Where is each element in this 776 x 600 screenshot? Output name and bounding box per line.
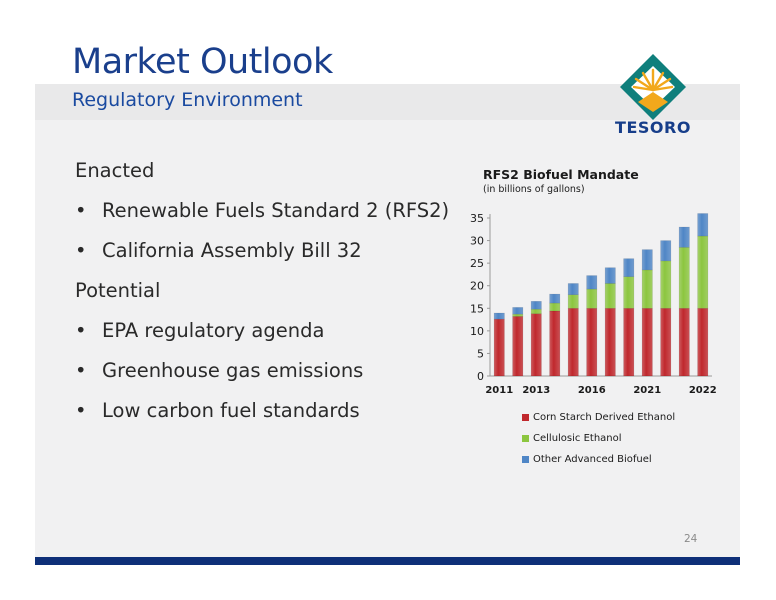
bar-segment-corn-starch-derived-ethanol bbox=[604, 308, 616, 377]
bar-segment-cellulosic-ethanol bbox=[678, 247, 690, 309]
chart-subtitle: (in billions of gallons) bbox=[483, 184, 585, 195]
bullet-list: Enacted • Renewable Fuels Standard 2 (RF… bbox=[75, 158, 455, 438]
bar-segment-other-advanced-biofuel bbox=[567, 283, 579, 295]
x-tick-label: 2013 bbox=[522, 385, 550, 396]
legend-item: Other Advanced Biofuel bbox=[522, 449, 675, 470]
bar-segment-cellulosic-ethanol bbox=[697, 235, 709, 309]
list-item: • Greenhouse gas emissions bbox=[75, 358, 455, 398]
tesoro-logo-icon bbox=[608, 54, 698, 144]
list-item-text: California Assembly Bill 32 bbox=[102, 239, 362, 262]
bar-segment-corn-starch-derived-ethanol bbox=[678, 308, 690, 377]
y-tick-label: 30 bbox=[470, 235, 484, 248]
bar-segment-corn-starch-derived-ethanol bbox=[530, 313, 542, 377]
bar-segment-corn-starch-derived-ethanol bbox=[586, 308, 598, 377]
chart-title: RFS2 Biofuel Mandate bbox=[483, 167, 639, 182]
page-subtitle: Regulatory Environment bbox=[72, 89, 303, 111]
content-band bbox=[35, 120, 740, 558]
biofuel-mandate-chart: 0 5 10 15 20 25 30 35 2011 2013 2016 2021 2022 bbox=[470, 212, 717, 396]
y-tick-label: 10 bbox=[470, 325, 484, 338]
bar-segment-corn-starch-derived-ethanol bbox=[641, 308, 653, 377]
bullet-icon: • bbox=[75, 399, 87, 422]
bar-segment-cellulosic-ethanol bbox=[623, 276, 635, 309]
bullet-icon: • bbox=[75, 199, 87, 222]
x-tick-label: 2022 bbox=[689, 385, 717, 396]
x-tick-label: 2016 bbox=[578, 385, 606, 396]
legend-swatch bbox=[522, 435, 529, 442]
y-tick-label: 5 bbox=[477, 347, 484, 360]
bar-segment-cellulosic-ethanol bbox=[549, 302, 561, 312]
chart-legend: Corn Starch Derived Ethanol Cellulosic Et… bbox=[522, 407, 675, 470]
header-band bbox=[35, 84, 740, 120]
list-item: • Low carbon fuel standards bbox=[75, 398, 455, 438]
bar-segment-corn-starch-derived-ethanol bbox=[567, 308, 579, 377]
y-tick-label: 20 bbox=[470, 280, 484, 293]
bar-segment-corn-starch-derived-ethanol bbox=[493, 318, 505, 377]
x-tick-label: 2011 bbox=[485, 385, 513, 396]
bar-segment-other-advanced-biofuel bbox=[697, 213, 709, 237]
bar-segment-corn-starch-derived-ethanol bbox=[697, 308, 709, 377]
footer-bar bbox=[35, 557, 740, 565]
page-number: 24 bbox=[684, 533, 698, 545]
list-item-text: Low carbon fuel standards bbox=[102, 399, 360, 422]
bar-segment-other-advanced-biofuel bbox=[530, 301, 542, 310]
bar-segment-other-advanced-biofuel bbox=[678, 226, 690, 248]
list-item: • Renewable Fuels Standard 2 (RFS2) bbox=[75, 198, 455, 238]
bar-segment-corn-starch-derived-ethanol bbox=[512, 316, 524, 377]
bar-segment-other-advanced-biofuel bbox=[549, 293, 561, 304]
list-item-text: EPA regulatory agenda bbox=[102, 319, 325, 342]
bar-segment-other-advanced-biofuel bbox=[493, 312, 505, 320]
y-tick-label: 0 bbox=[477, 370, 484, 383]
bar-segment-other-advanced-biofuel bbox=[641, 249, 653, 271]
bar-segment-cellulosic-ethanol bbox=[567, 294, 579, 309]
legend-item: Corn Starch Derived Ethanol bbox=[522, 407, 675, 428]
x-tick-label: 2021 bbox=[633, 385, 661, 396]
bar-segment-other-advanced-biofuel bbox=[604, 267, 616, 284]
list-item-text: Greenhouse gas emissions bbox=[102, 359, 364, 382]
logo-sunburst bbox=[632, 68, 674, 92]
y-tick-label: 25 bbox=[470, 257, 484, 270]
bar-segment-corn-starch-derived-ethanol bbox=[660, 308, 672, 377]
bullet-icon: • bbox=[75, 239, 87, 262]
bar-segment-cellulosic-ethanol bbox=[512, 313, 524, 317]
legend-label: Other Advanced Biofuel bbox=[533, 454, 652, 465]
bar-segment-other-advanced-biofuel bbox=[512, 307, 524, 315]
bar-segment-cellulosic-ethanol bbox=[586, 288, 598, 309]
bullet-icon: • bbox=[75, 359, 87, 382]
legend-label: Corn Starch Derived Ethanol bbox=[533, 412, 676, 423]
page-title: Market Outlook bbox=[72, 42, 333, 82]
legend-swatch bbox=[522, 414, 529, 421]
bar-segment-cellulosic-ethanol bbox=[530, 308, 542, 314]
bar-segment-cellulosic-ethanol bbox=[641, 269, 653, 309]
bar-segment-other-advanced-biofuel bbox=[660, 240, 672, 262]
list-item: • California Assembly Bill 32 bbox=[75, 238, 455, 278]
bar-segment-corn-starch-derived-ethanol bbox=[549, 310, 561, 377]
potential-heading: Potential bbox=[75, 279, 161, 302]
legend-swatch bbox=[522, 456, 529, 463]
legend-item: Cellulosic Ethanol bbox=[522, 428, 675, 449]
bar-segment-cellulosic-ethanol bbox=[604, 283, 616, 309]
y-tick-label: 15 bbox=[470, 302, 484, 315]
y-tick-label: 35 bbox=[470, 212, 484, 225]
enacted-heading: Enacted bbox=[75, 159, 155, 182]
logo-wordmark: TESORO bbox=[615, 118, 691, 137]
list-item-text: Renewable Fuels Standard 2 (RFS2) bbox=[102, 199, 450, 222]
bar-segment-other-advanced-biofuel bbox=[586, 275, 598, 290]
bar-segment-corn-starch-derived-ethanol bbox=[623, 308, 635, 377]
legend-label: Cellulosic Ethanol bbox=[533, 433, 622, 444]
bar-segment-cellulosic-ethanol bbox=[660, 260, 672, 309]
list-item: • EPA regulatory agenda bbox=[75, 318, 455, 358]
bullet-icon: • bbox=[75, 319, 87, 342]
logo-sun-core bbox=[638, 92, 668, 112]
bar-segment-other-advanced-biofuel bbox=[623, 258, 635, 277]
